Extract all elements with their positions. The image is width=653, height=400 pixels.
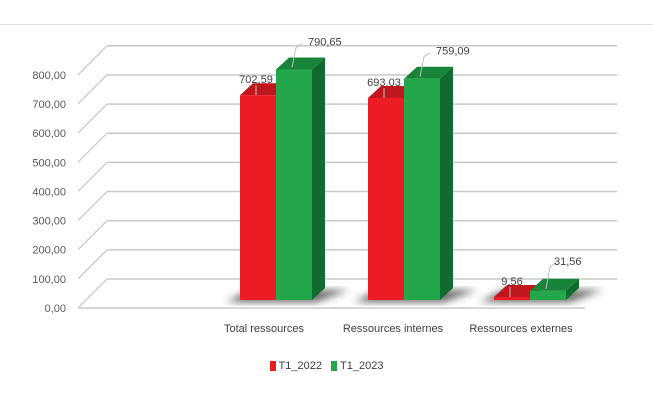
- y-tick-label: 600,00: [32, 128, 66, 140]
- data-label: 9,56: [501, 276, 522, 288]
- bar-t1-2022: [240, 95, 276, 301]
- x-category-label: Total ressources: [224, 323, 305, 335]
- y-tick-label: 400,00: [32, 186, 66, 198]
- gridlines: [77, 45, 617, 309]
- bar-t1-2023: [404, 78, 440, 300]
- legend-item-t1-2023: T1_2023: [331, 360, 383, 372]
- x-category-label: Ressources internes: [343, 323, 444, 335]
- legend-label: T1_2023: [340, 360, 384, 372]
- bar-t1-2022: [368, 97, 404, 301]
- y-tick-label: 500,00: [32, 157, 66, 169]
- data-label: 693,03: [367, 77, 401, 89]
- y-tick-label: 200,00: [32, 245, 66, 257]
- bar-t1-2023: [530, 290, 566, 300]
- bar-group: 693,03 759,09: [354, 46, 477, 302]
- bar-group: 9,56 31,56: [480, 256, 603, 302]
- legend: T1_2022 T1_2023: [0, 360, 653, 374]
- legend-item-t1-2022: T1_2022: [269, 360, 322, 372]
- bars: 702,59 790,65 693,03 759,09 9,56 31,56: [226, 37, 603, 302]
- data-label: 31,56: [554, 256, 582, 268]
- bar-chart: 0,00 100,00 200,00 300,00 400,00 500,00 600,00…: [32, 37, 617, 335]
- data-label: 702,59: [239, 74, 273, 86]
- y-tick-label: 800,00: [32, 70, 66, 82]
- x-category-label: Ressources externes: [469, 323, 573, 335]
- y-tick-label: 700,00: [32, 99, 66, 111]
- x-axis-categories: Total ressources Ressources internes Resso…: [224, 323, 573, 335]
- y-axis-ticks: 0,00 100,00 200,00 300,00 400,00 500,00 600,00…: [32, 70, 66, 315]
- y-tick-label: 300,00: [32, 216, 66, 228]
- y-tick-label: 0,00: [45, 303, 66, 315]
- top-divider: [0, 24, 653, 25]
- bar-group: 702,59 790,65: [226, 37, 349, 302]
- data-label: 759,09: [436, 46, 470, 58]
- y-tick-label: 100,00: [32, 274, 66, 286]
- legend-swatch-green: [331, 361, 338, 371]
- legend-swatch-red: [269, 361, 276, 371]
- data-label: 790,65: [308, 37, 342, 49]
- bar-t1-2022: [494, 297, 530, 300]
- bar-t1-2023: [276, 69, 312, 300]
- legend-label: T1_2022: [278, 360, 322, 372]
